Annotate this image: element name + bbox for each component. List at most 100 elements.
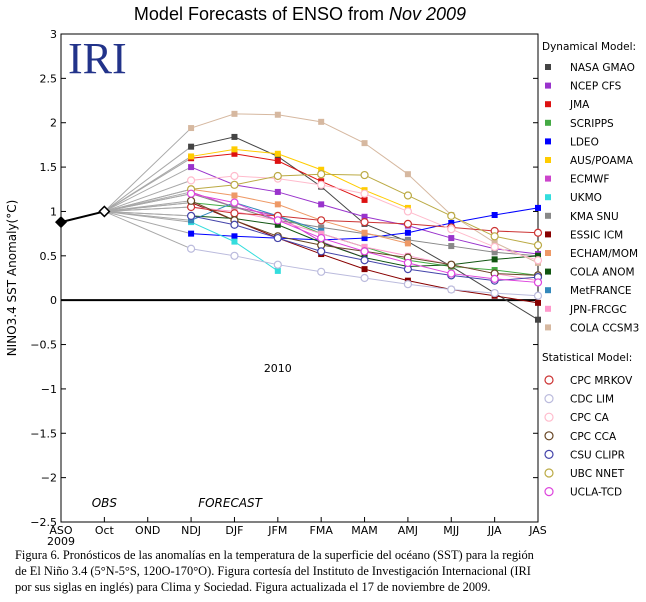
caption-line-1: Figura 6. Pronósticos de las anomalías e… [15,548,534,562]
data-point [447,225,456,234]
data-point [490,274,499,283]
data-point [361,235,368,242]
data-point [491,249,498,256]
y-tick-label: 2 [50,117,57,130]
legend-label: COLA CCSM3 [570,322,639,334]
data-point [188,125,195,132]
legend-label: CPC CCA [570,431,617,443]
data-point [404,240,411,247]
data-point [318,201,325,208]
period-label: OBS [92,496,118,510]
data-point [361,266,368,273]
data-point [318,224,325,231]
legend-label: CPC MRKOV [570,375,633,387]
legend: Dynamical Model: Statistical Model: NASA G… [542,41,639,499]
series-connector [104,200,192,212]
caption-line-3: por sus siglas en inglés) para Clima y S… [15,580,491,594]
year-label: 2009 [47,535,75,545]
caption-line-2: de El Niño 3.4 (5°N-5°S, 120O-170°O). Fi… [15,564,531,578]
data-point [273,233,282,243]
data-point [535,299,541,306]
data-point [360,170,369,180]
series-connector [104,156,192,212]
data-point [231,204,238,211]
x-tick-label: MJJ [443,524,459,537]
data-point [447,285,456,294]
legend-marker [545,250,551,256]
legend-marker [545,287,551,294]
data-point [448,243,455,250]
data-point [274,201,281,208]
legend-label: UBC NNET [570,468,625,480]
data-point [361,229,368,236]
data-point [404,229,411,236]
data-point [361,196,368,203]
data-point [188,230,195,237]
legend-marker [544,375,554,385]
data-point [448,219,455,226]
plot-frame [60,33,539,523]
y-tick-label: 1.5 [40,161,58,174]
data-point [361,140,368,147]
data-point [317,247,326,256]
data-point [231,192,238,199]
data-point [447,260,456,269]
data-point [231,238,238,245]
legend-marker [545,119,551,126]
legend-marker [545,175,551,182]
legend-label: LDEO [570,136,599,148]
series-connector [104,210,192,217]
data-point [186,244,196,253]
legend-item: MetFRANCE [545,285,632,297]
data-point [448,235,455,242]
x-tick-label: JJA [487,524,502,537]
data-point [535,252,541,259]
data-point [403,191,413,200]
legend-marker [545,268,551,275]
y-tick-label: −2.5 [30,516,57,529]
data-point [230,220,239,229]
legend-marker [544,412,554,422]
data-point [318,166,325,173]
data-point [231,150,238,157]
series-connector [104,146,192,212]
x-tick-label: JAS [528,524,547,537]
data-point [533,291,543,300]
series-line [191,148,409,209]
data-point [360,247,369,256]
data-point [490,232,499,241]
data-point [360,218,369,227]
series-connector [104,179,192,212]
data-point [361,213,368,220]
y-tick-label: 2.5 [40,72,58,85]
legend-marker [545,231,551,238]
legend-item: UKMO [545,192,602,204]
legend-item: UCLA-TCD [544,487,622,499]
data-point [231,233,238,240]
legend-marker [545,324,551,331]
x-tick-label: NDJ [181,524,201,537]
data-point [491,256,498,263]
data-point [533,278,543,287]
legend-label: CDC LIM [570,394,614,406]
data-point [188,217,195,224]
legend-item: COLA CCSM3 [545,322,639,334]
observed-line [60,210,105,224]
x-tick-label: FMA [310,524,334,537]
legend-label: NCEP CFS [570,81,622,93]
data-point [274,111,281,118]
legend-label: KMA SNU [570,211,619,223]
series-connector [104,188,192,212]
data-point [186,211,196,220]
observed-point [98,205,111,218]
data-point [491,212,498,219]
legend-item: JMA [545,99,590,111]
data-point [535,316,541,323]
y-tick-label: −2 [41,472,57,485]
observed-layer [55,205,111,229]
data-point [230,251,239,260]
data-point [317,170,326,179]
legend-statistical-title: Statistical Model: [542,352,632,364]
legend-label: UKMO [570,192,602,204]
